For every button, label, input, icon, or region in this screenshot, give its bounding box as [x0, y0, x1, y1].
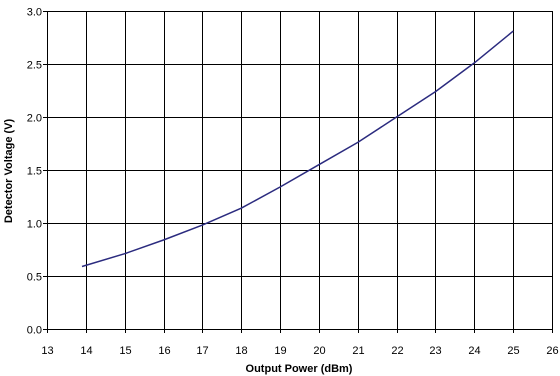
x-axis-title: Output Power (dBm) [246, 363, 353, 375]
y-tick-labels: 0.0 0.5 1.0 1.5 2.0 2.5 3.0 [27, 7, 47, 337]
y-tick-label-2: 1.0 [27, 219, 42, 231]
series-line-0 [81, 30, 514, 268]
x-tick-label-9: 22 [391, 345, 403, 357]
x-tick-label-0: 13 [41, 345, 53, 357]
y-tick-label-5: 2.5 [27, 60, 42, 72]
x-tick-labels: 13 14 15 16 17 18 19 20 21 22 23 24 25 26 [41, 329, 559, 357]
y-tick-label-4: 2.0 [27, 113, 42, 125]
x-tick-label-11: 24 [468, 345, 480, 357]
y-tick-label-0: 0.0 [27, 325, 42, 337]
grid-lines [47, 11, 553, 330]
x-tick-label-12: 25 [507, 345, 519, 357]
x-tick-label-5: 18 [235, 345, 247, 357]
x-tick-label-2: 15 [119, 345, 131, 357]
x-tick-label-1: 14 [80, 345, 92, 357]
x-tick-label-8: 21 [352, 345, 364, 357]
y-tick-label-1: 0.5 [27, 272, 42, 284]
x-tick-label-10: 23 [429, 345, 441, 357]
x-tick-label-7: 20 [313, 345, 325, 357]
y-tick-label-6: 3.0 [27, 7, 42, 19]
y-tick-label-3: 1.5 [27, 166, 42, 178]
x-tick-label-4: 17 [196, 345, 208, 357]
y-axis-title: Detector Voltage (V) [3, 119, 15, 224]
x-tick-label-6: 19 [274, 345, 286, 357]
data-series [81, 30, 514, 268]
x-tick-label-13: 26 [546, 345, 558, 357]
x-tick-label-3: 16 [158, 345, 170, 357]
